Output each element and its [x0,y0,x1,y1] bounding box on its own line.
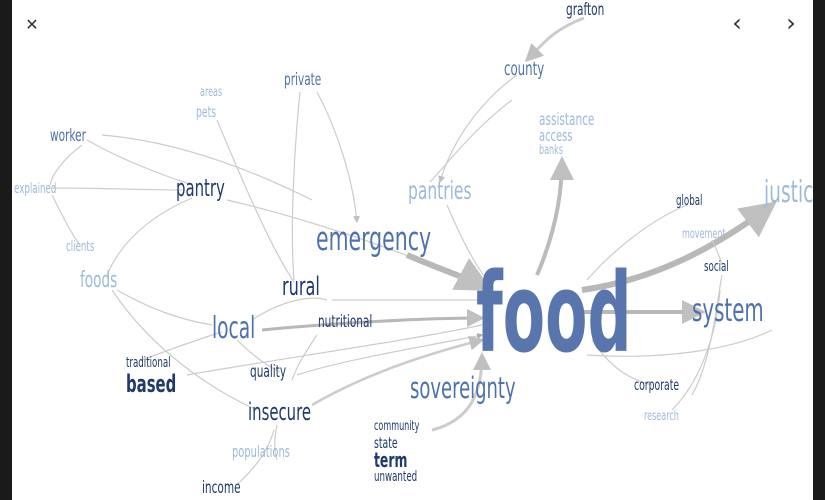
edge [49,144,83,186]
next-button[interactable]: › [775,8,807,40]
word-explained: explained [14,181,57,197]
edge [591,339,653,386]
edge [429,99,513,183]
word-justice: justice [764,175,813,210]
word-movement: movement [682,227,726,242]
edge [291,91,301,281]
word-based: based [126,370,177,398]
word-county: county [504,58,545,80]
edge [711,239,723,266]
edge [431,352,491,432]
word-research: research [644,409,679,424]
edge [141,331,223,361]
word-insecure: insecure [248,398,312,426]
edge [586,329,773,357]
edge [51,187,183,191]
edge [274,424,278,461]
edge [236,429,275,486]
previous-button[interactable]: ‹ [721,8,753,40]
word-food: food [476,249,632,377]
edge [316,91,361,224]
edge [261,309,485,332]
word-areas: areas [200,85,223,100]
word-clients: clients [66,239,95,255]
edge [86,139,188,184]
word-unwanted: unwanted [374,469,418,485]
edge [438,74,518,184]
word-term: term [374,448,408,472]
word-quality: quality [250,362,287,382]
word-system: system [692,291,764,329]
close-icon: ✕ [25,14,39,34]
edge [251,297,328,321]
edge [101,134,313,201]
edge [671,289,721,411]
word-populations: populations [232,442,290,461]
edge-layer [49,16,777,486]
word-access: access [539,126,573,145]
word-grafton: grafton [566,0,605,20]
edge [581,201,777,293]
chevron-left-icon: ‹ [732,8,742,37]
edge [524,16,585,63]
word-local: local [212,311,256,346]
edge [405,252,493,291]
word-rural: rural [282,272,320,302]
edge [296,332,484,376]
word-worker: worker [50,126,86,146]
word-pantry: pantry [176,174,225,202]
edge [311,335,485,407]
word-corporate: corporate [634,376,680,394]
word-private: private [284,70,322,90]
word-social: social [704,259,729,275]
word-community: community [374,419,420,434]
word-foods: foods [80,268,118,293]
close-button[interactable]: ✕ [16,8,48,40]
word-banks: banks [539,143,564,158]
edge [116,289,213,326]
edge [446,204,493,286]
edge [106,197,193,276]
edge [291,334,318,381]
edge [535,156,574,276]
edge [586,204,688,281]
edge [216,119,295,283]
word-income: income [202,478,241,498]
word-global: global [676,193,703,209]
word-sovereignty: sovereignty [410,371,516,405]
edge [236,339,281,373]
word-nutritional: nutritional [318,312,373,332]
word-pantries: pantries [408,176,472,205]
chevron-right-icon: › [786,8,796,37]
word-network-canvas: grafton county private areas pets assist… [12,0,813,500]
word-assistance: assistance [539,110,595,130]
edge [186,324,483,376]
edge [51,194,81,246]
word-emergency: emergency [316,219,432,258]
word-pets: pets [196,103,217,121]
word-state: state [374,434,398,452]
edge [111,289,258,411]
word-traditional: traditional [126,355,171,371]
